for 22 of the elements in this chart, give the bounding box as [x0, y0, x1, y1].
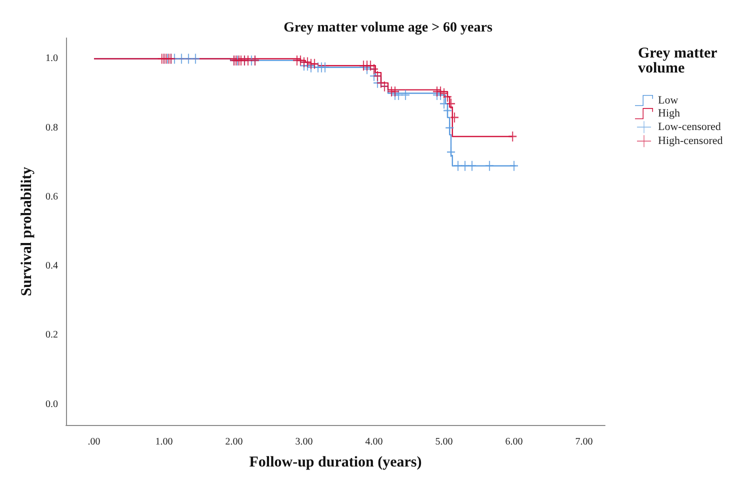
y-tick-label: 1.0	[46, 53, 58, 64]
legend-title: Grey matter volume	[638, 46, 718, 76]
y-tick-label: 0.0	[46, 398, 58, 410]
x-tick-label: 5.00	[435, 436, 453, 448]
y-tick-label: 0.8	[46, 122, 58, 134]
x-tick-label: .00	[88, 436, 100, 448]
y-tick-label: 0.2	[46, 330, 58, 341]
x-axis-title: Follow-up duration (years)	[249, 454, 422, 470]
x-tick-label: 4.00	[365, 436, 383, 448]
legend-label: High	[658, 108, 680, 120]
x-tick-label: 7.00	[575, 436, 593, 448]
y-tick-label: 0.6	[46, 191, 58, 202]
chart-title: Grey matter volume age > 60 years	[284, 20, 493, 36]
x-tick-label: 6.00	[505, 436, 523, 448]
legend-label: High-censored	[658, 135, 724, 148]
y-axis-title: Survival probability	[19, 166, 36, 296]
x-tick-label: 1.00	[155, 436, 173, 448]
x-tick-label: 2.00	[225, 436, 243, 448]
legend-label: Low-censored	[658, 121, 722, 134]
y-tick-label: 0.4	[46, 260, 58, 272]
x-tick-label: 3.00	[295, 436, 313, 448]
legend-label: Low	[658, 94, 678, 107]
